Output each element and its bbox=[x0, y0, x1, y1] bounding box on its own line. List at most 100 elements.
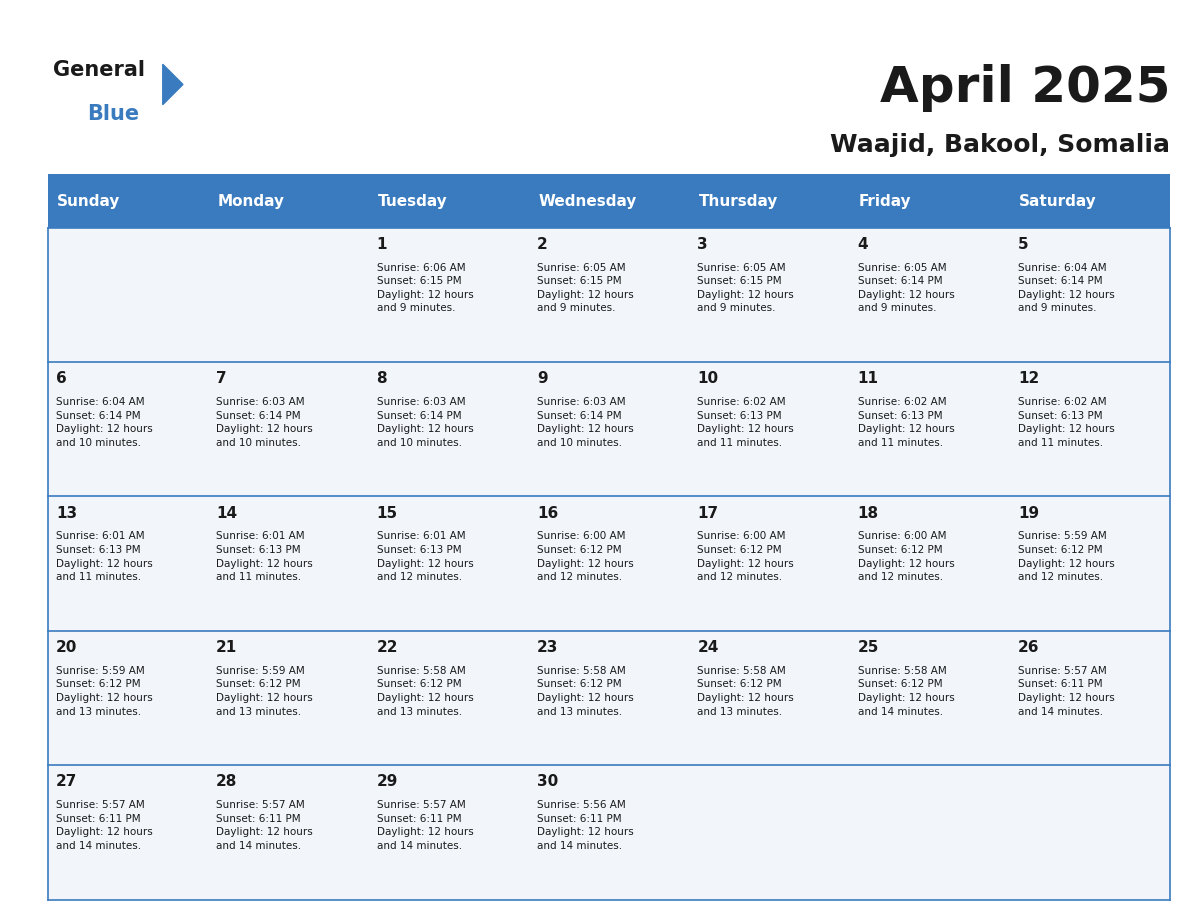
Text: Sunrise: 5:59 AM
Sunset: 6:12 PM
Daylight: 12 hours
and 13 minutes.: Sunrise: 5:59 AM Sunset: 6:12 PM Dayligh… bbox=[56, 666, 152, 717]
Text: 5: 5 bbox=[1018, 237, 1029, 252]
Text: Sunrise: 6:02 AM
Sunset: 6:13 PM
Daylight: 12 hours
and 11 minutes.: Sunrise: 6:02 AM Sunset: 6:13 PM Dayligh… bbox=[1018, 397, 1114, 448]
Bar bbox=[849, 766, 1010, 900]
Text: Sunrise: 6:00 AM
Sunset: 6:12 PM
Daylight: 12 hours
and 12 minutes.: Sunrise: 6:00 AM Sunset: 6:12 PM Dayligh… bbox=[858, 532, 954, 582]
Text: 14: 14 bbox=[216, 506, 238, 521]
Bar bbox=[368, 631, 529, 766]
Text: Sunrise: 6:06 AM
Sunset: 6:15 PM
Daylight: 12 hours
and 9 minutes.: Sunrise: 6:06 AM Sunset: 6:15 PM Dayligh… bbox=[377, 263, 473, 313]
Bar bbox=[1010, 362, 1170, 497]
Text: Sunrise: 6:03 AM
Sunset: 6:14 PM
Daylight: 12 hours
and 10 minutes.: Sunrise: 6:03 AM Sunset: 6:14 PM Dayligh… bbox=[377, 397, 473, 448]
Text: 22: 22 bbox=[377, 640, 398, 655]
Text: 2: 2 bbox=[537, 237, 548, 252]
Bar bbox=[1010, 631, 1170, 766]
Text: Waajid, Bakool, Somalia: Waajid, Bakool, Somalia bbox=[830, 133, 1170, 157]
Bar bbox=[529, 766, 689, 900]
Text: 27: 27 bbox=[56, 775, 77, 789]
Text: General: General bbox=[53, 60, 145, 80]
Text: 29: 29 bbox=[377, 775, 398, 789]
Text: Sunrise: 5:58 AM
Sunset: 6:12 PM
Daylight: 12 hours
and 13 minutes.: Sunrise: 5:58 AM Sunset: 6:12 PM Dayligh… bbox=[697, 666, 794, 717]
Bar bbox=[48, 766, 208, 900]
Bar bbox=[208, 362, 368, 497]
Text: 3: 3 bbox=[697, 237, 708, 252]
Text: Sunrise: 6:03 AM
Sunset: 6:14 PM
Daylight: 12 hours
and 10 minutes.: Sunrise: 6:03 AM Sunset: 6:14 PM Dayligh… bbox=[216, 397, 312, 448]
Bar bbox=[849, 497, 1010, 631]
Text: 13: 13 bbox=[56, 506, 77, 521]
Text: Monday: Monday bbox=[217, 194, 284, 208]
Bar bbox=[689, 497, 849, 631]
Bar bbox=[368, 766, 529, 900]
Bar bbox=[529, 497, 689, 631]
Text: 8: 8 bbox=[377, 371, 387, 386]
Bar bbox=[529, 228, 689, 362]
Text: Sunrise: 5:59 AM
Sunset: 6:12 PM
Daylight: 12 hours
and 12 minutes.: Sunrise: 5:59 AM Sunset: 6:12 PM Dayligh… bbox=[1018, 532, 1114, 582]
Text: Sunrise: 5:57 AM
Sunset: 6:11 PM
Daylight: 12 hours
and 14 minutes.: Sunrise: 5:57 AM Sunset: 6:11 PM Dayligh… bbox=[216, 800, 312, 851]
Text: Sunrise: 6:05 AM
Sunset: 6:14 PM
Daylight: 12 hours
and 9 minutes.: Sunrise: 6:05 AM Sunset: 6:14 PM Dayligh… bbox=[858, 263, 954, 313]
Bar bbox=[529, 362, 689, 497]
Text: 11: 11 bbox=[858, 371, 879, 386]
Bar bbox=[849, 228, 1010, 362]
Bar bbox=[849, 362, 1010, 497]
Text: Sunrise: 6:05 AM
Sunset: 6:15 PM
Daylight: 12 hours
and 9 minutes.: Sunrise: 6:05 AM Sunset: 6:15 PM Dayligh… bbox=[537, 263, 633, 313]
Bar bbox=[849, 631, 1010, 766]
Bar bbox=[689, 228, 849, 362]
Text: Sunrise: 6:02 AM
Sunset: 6:13 PM
Daylight: 12 hours
and 11 minutes.: Sunrise: 6:02 AM Sunset: 6:13 PM Dayligh… bbox=[697, 397, 794, 448]
Text: Sunrise: 6:00 AM
Sunset: 6:12 PM
Daylight: 12 hours
and 12 minutes.: Sunrise: 6:00 AM Sunset: 6:12 PM Dayligh… bbox=[697, 532, 794, 582]
Bar bbox=[48, 631, 208, 766]
Text: Sunrise: 6:02 AM
Sunset: 6:13 PM
Daylight: 12 hours
and 11 minutes.: Sunrise: 6:02 AM Sunset: 6:13 PM Dayligh… bbox=[858, 397, 954, 448]
Bar bbox=[689, 362, 849, 497]
Text: 9: 9 bbox=[537, 371, 548, 386]
Text: Sunrise: 5:59 AM
Sunset: 6:12 PM
Daylight: 12 hours
and 13 minutes.: Sunrise: 5:59 AM Sunset: 6:12 PM Dayligh… bbox=[216, 666, 312, 717]
Bar bbox=[1010, 497, 1170, 631]
Text: 25: 25 bbox=[858, 640, 879, 655]
Text: Saturday: Saturday bbox=[1019, 194, 1097, 208]
Bar bbox=[1010, 766, 1170, 900]
Text: 18: 18 bbox=[858, 506, 879, 521]
Bar bbox=[208, 228, 368, 362]
Text: Sunrise: 6:01 AM
Sunset: 6:13 PM
Daylight: 12 hours
and 11 minutes.: Sunrise: 6:01 AM Sunset: 6:13 PM Dayligh… bbox=[56, 532, 152, 582]
Text: 30: 30 bbox=[537, 775, 558, 789]
Text: Sunrise: 5:58 AM
Sunset: 6:12 PM
Daylight: 12 hours
and 14 minutes.: Sunrise: 5:58 AM Sunset: 6:12 PM Dayligh… bbox=[858, 666, 954, 717]
Text: Sunrise: 6:04 AM
Sunset: 6:14 PM
Daylight: 12 hours
and 10 minutes.: Sunrise: 6:04 AM Sunset: 6:14 PM Dayligh… bbox=[56, 397, 152, 448]
Text: Thursday: Thursday bbox=[699, 194, 778, 208]
Text: Sunrise: 6:04 AM
Sunset: 6:14 PM
Daylight: 12 hours
and 9 minutes.: Sunrise: 6:04 AM Sunset: 6:14 PM Dayligh… bbox=[1018, 263, 1114, 313]
Text: Friday: Friday bbox=[859, 194, 911, 208]
Bar bbox=[208, 766, 368, 900]
Text: 10: 10 bbox=[697, 371, 719, 386]
Text: 17: 17 bbox=[697, 506, 719, 521]
Bar bbox=[48, 174, 1170, 228]
Text: Blue: Blue bbox=[87, 104, 139, 124]
Text: Sunrise: 6:01 AM
Sunset: 6:13 PM
Daylight: 12 hours
and 12 minutes.: Sunrise: 6:01 AM Sunset: 6:13 PM Dayligh… bbox=[377, 532, 473, 582]
Bar bbox=[48, 228, 208, 362]
Text: April 2025: April 2025 bbox=[879, 64, 1170, 112]
Text: 19: 19 bbox=[1018, 506, 1040, 521]
Text: 15: 15 bbox=[377, 506, 398, 521]
Text: Sunrise: 6:03 AM
Sunset: 6:14 PM
Daylight: 12 hours
and 10 minutes.: Sunrise: 6:03 AM Sunset: 6:14 PM Dayligh… bbox=[537, 397, 633, 448]
Bar bbox=[1010, 228, 1170, 362]
Text: 1: 1 bbox=[377, 237, 387, 252]
Text: Sunrise: 6:05 AM
Sunset: 6:15 PM
Daylight: 12 hours
and 9 minutes.: Sunrise: 6:05 AM Sunset: 6:15 PM Dayligh… bbox=[697, 263, 794, 313]
Text: Sunrise: 5:57 AM
Sunset: 6:11 PM
Daylight: 12 hours
and 14 minutes.: Sunrise: 5:57 AM Sunset: 6:11 PM Dayligh… bbox=[56, 800, 152, 851]
Bar bbox=[368, 362, 529, 497]
Bar bbox=[208, 631, 368, 766]
Text: 23: 23 bbox=[537, 640, 558, 655]
Text: Sunrise: 5:58 AM
Sunset: 6:12 PM
Daylight: 12 hours
and 13 minutes.: Sunrise: 5:58 AM Sunset: 6:12 PM Dayligh… bbox=[377, 666, 473, 717]
Text: Sunrise: 6:00 AM
Sunset: 6:12 PM
Daylight: 12 hours
and 12 minutes.: Sunrise: 6:00 AM Sunset: 6:12 PM Dayligh… bbox=[537, 532, 633, 582]
Bar bbox=[689, 766, 849, 900]
Text: 12: 12 bbox=[1018, 371, 1040, 386]
Text: Wednesday: Wednesday bbox=[538, 194, 637, 208]
Text: 6: 6 bbox=[56, 371, 67, 386]
Bar bbox=[48, 497, 208, 631]
Bar bbox=[689, 631, 849, 766]
Bar bbox=[368, 497, 529, 631]
Text: Sunrise: 5:57 AM
Sunset: 6:11 PM
Daylight: 12 hours
and 14 minutes.: Sunrise: 5:57 AM Sunset: 6:11 PM Dayligh… bbox=[377, 800, 473, 851]
Text: Sunday: Sunday bbox=[57, 194, 120, 208]
Text: 7: 7 bbox=[216, 371, 227, 386]
Text: Tuesday: Tuesday bbox=[378, 194, 448, 208]
Bar bbox=[368, 228, 529, 362]
Text: 20: 20 bbox=[56, 640, 77, 655]
Polygon shape bbox=[163, 64, 183, 105]
Text: 4: 4 bbox=[858, 237, 868, 252]
Bar bbox=[208, 497, 368, 631]
Text: 21: 21 bbox=[216, 640, 238, 655]
Text: 16: 16 bbox=[537, 506, 558, 521]
Bar bbox=[529, 631, 689, 766]
